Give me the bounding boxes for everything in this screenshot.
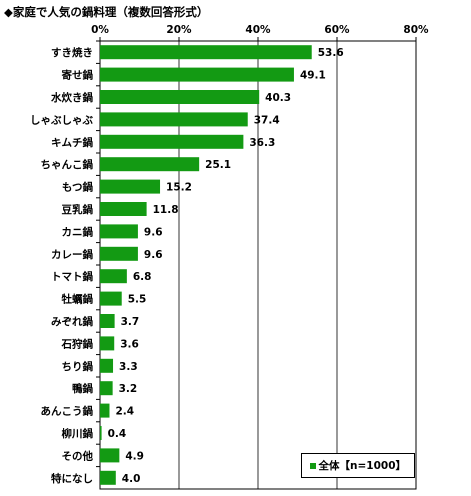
bar [100,202,147,216]
category-label: 鴨鍋 [72,382,93,395]
category-label: その他 [62,449,94,462]
bar [100,358,114,373]
category-label: トマト鍋 [51,270,93,283]
bar [100,67,294,82]
x-tick-label: 20% [166,24,192,36]
value-label: 9.6 [144,249,163,261]
bar [100,403,110,418]
bar [100,134,244,149]
x-tick-label: 0% [91,24,109,36]
category-label: もつ鍋 [62,181,94,194]
bar [100,269,127,284]
category-label: あんこう鍋 [41,405,94,418]
bar [100,426,102,440]
category-label: 水炊き鍋 [50,91,93,104]
category-label: カニ鍋 [62,225,94,238]
value-label: 40.3 [265,92,291,104]
value-label: 3.7 [121,316,140,328]
bar [100,336,115,351]
category-label: 豆乳鍋 [62,203,94,216]
category-label: 柳川鍋 [62,427,94,440]
category-label: しゃぶしゃぶ [30,114,93,126]
bar [100,157,200,172]
value-label: 49.1 [300,70,326,82]
bar [100,90,260,104]
x-tick-label: 80% [403,24,429,36]
category-label: ちり鍋 [62,360,94,373]
x-tick-label: 40% [245,24,271,36]
bar [100,179,161,194]
bar [100,470,116,485]
value-label: 25.1 [205,159,231,171]
bar [100,45,312,60]
chart-title: ◆家庭で人気の鍋料理（複数回答形式） [4,5,209,19]
bar [100,291,122,306]
legend-swatch [309,462,316,469]
value-label: 5.5 [128,294,147,306]
category-label: 牡蠣鍋 [62,293,94,306]
value-label: 15.2 [166,182,192,194]
value-label: 4.9 [125,450,144,462]
category-label: みぞれ鍋 [51,315,93,328]
value-label: 37.4 [254,114,280,126]
value-label: 3.6 [120,338,139,350]
legend: 全体【n=1000】 [300,453,415,478]
value-label: 9.6 [144,226,163,238]
value-label: 53.6 [318,47,344,59]
category-label: ちゃんこ鍋 [41,158,94,171]
category-label: カレー鍋 [51,248,93,261]
category-label: 特になし [51,472,93,485]
x-tick-label: 60% [324,24,350,36]
value-label: 2.4 [115,406,134,418]
bar [100,224,138,239]
category-label: 寄せ鍋 [62,69,94,82]
category-label: すき焼き [51,46,93,59]
value-label: 3.2 [119,383,138,395]
bar [100,381,113,396]
value-label: 6.8 [133,271,152,283]
category-label: キムチ鍋 [51,136,93,149]
value-label: 0.4 [108,428,127,440]
value-label: 11.8 [153,204,179,216]
value-label: 4.0 [122,473,141,485]
value-label: 3.3 [119,361,138,373]
bar [100,112,248,127]
bar [100,448,120,463]
bar [100,314,115,328]
category-label: 石狩鍋 [61,337,94,350]
bar [100,246,138,261]
value-label: 36.3 [249,137,275,149]
legend-label: 全体【n=1000】 [318,460,407,472]
